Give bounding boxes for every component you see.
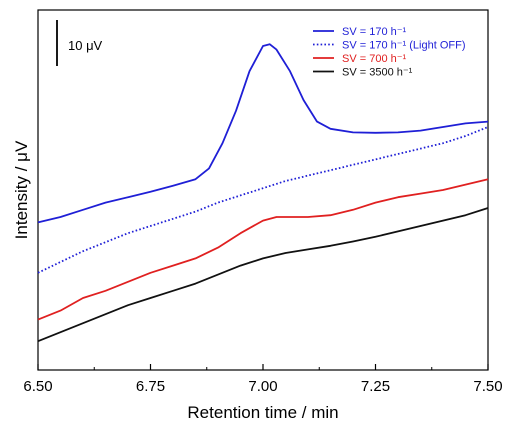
scale-bar-label: 10 μV <box>68 38 103 53</box>
y-axis-title: Intensity / μV <box>12 140 31 239</box>
plot-frame <box>37 9 489 371</box>
curves-layer <box>37 43 489 343</box>
x-tick-label-4: 7.25 <box>361 378 390 395</box>
legend-label-3: SV = 700 h⁻¹ <box>342 53 407 65</box>
x-axis-title: Retention time / min <box>187 403 338 422</box>
x-tick-label-3: 7.00 <box>248 378 277 395</box>
scale-bar: 10 μV <box>56 20 103 66</box>
x-ticks: 6.50 6.75 7.00 7.25 7.50 <box>23 364 503 395</box>
series-line-2 <box>37 126 489 274</box>
legend-label-2: SV = 170 h⁻¹ (Light OFF) <box>342 40 466 52</box>
x-tick-label-5: 7.50 <box>473 378 502 395</box>
x-tick-label-1: 6.50 <box>23 378 52 395</box>
legend: SV = 170 h⁻¹SV = 170 h⁻¹ (Light OFF)SV =… <box>313 26 466 79</box>
series-line-3 <box>37 178 489 321</box>
legend-label-4: SV = 3500 h⁻¹ <box>342 67 413 79</box>
x-tick-label-2: 6.75 <box>136 378 165 395</box>
legend-label-1: SV = 170 h⁻¹ <box>342 26 407 38</box>
series-line-1 <box>37 43 489 224</box>
series-line-4 <box>37 207 489 343</box>
